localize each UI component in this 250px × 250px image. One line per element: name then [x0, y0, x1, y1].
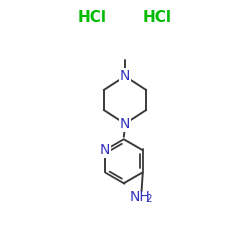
- Text: N: N: [100, 143, 110, 157]
- Text: HCl: HCl: [78, 10, 107, 25]
- Text: NH: NH: [130, 190, 151, 204]
- Text: 2: 2: [145, 194, 152, 204]
- Text: N: N: [120, 69, 130, 83]
- Text: N: N: [120, 117, 130, 131]
- Text: HCl: HCl: [143, 10, 172, 25]
